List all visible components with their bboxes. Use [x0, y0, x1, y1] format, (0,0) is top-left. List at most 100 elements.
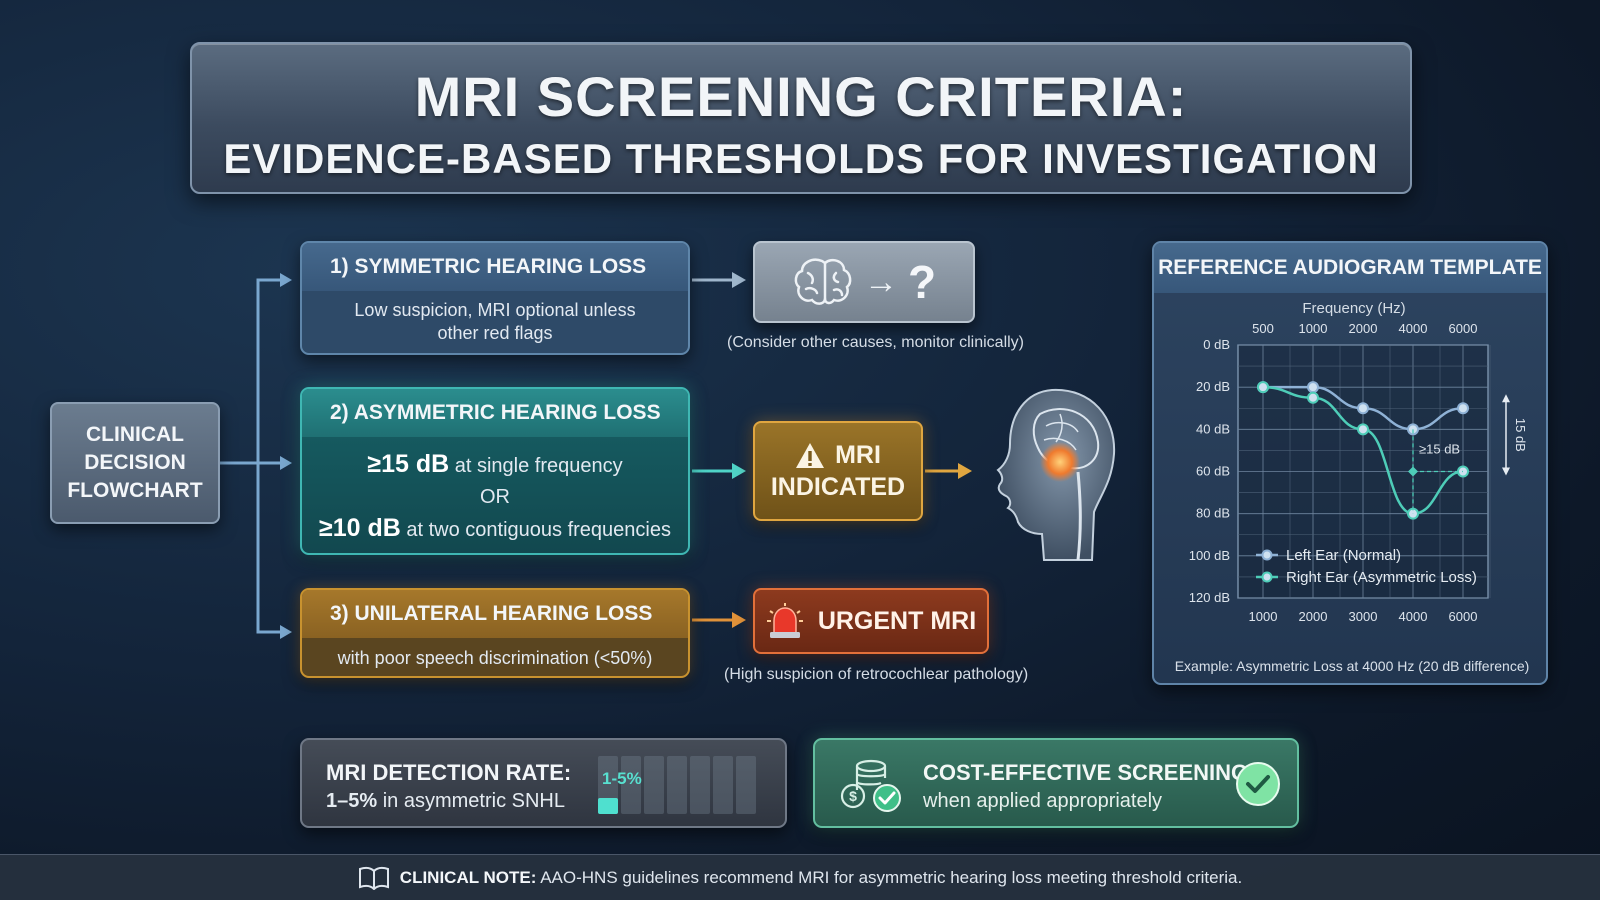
series-point-1 [1357, 423, 1369, 436]
x-tick-label-top: 2000 [1349, 321, 1378, 336]
page-subtitle: EVIDENCE-BASED THRESHOLDS FOR INVESTIGAT… [223, 135, 1379, 182]
arrowhead-symmetric [280, 273, 292, 287]
side-bracket-arrow-top [1502, 394, 1510, 403]
y-tick-label: 80 dB [1196, 506, 1230, 521]
outcome-urgent-caption: (High suspicion of retrocochlear patholo… [724, 666, 1029, 683]
side-bracket-arrow-bottom [1502, 467, 1510, 476]
audiogram-series [1257, 381, 1469, 520]
criterion-description: Low suspicion, MRI optional unless other… [354, 300, 636, 343]
arrowhead-asymmetric [280, 456, 292, 470]
y-tick-label: 100 dB [1189, 548, 1230, 563]
y-tick-label: 0 dB [1203, 337, 1230, 352]
y-tick-label: 60 dB [1196, 464, 1230, 479]
gauge-bar-track [644, 756, 664, 814]
outcome-monitor-caption: (Consider other causes, monitor clinical… [727, 334, 1024, 351]
threshold-connector: OR [480, 486, 510, 508]
connector-start-to-unilateral [256, 463, 288, 634]
title-banner: MRI SCREENING CRITERIA: EVIDENCE-BASED T… [190, 42, 1412, 194]
detection-rate-gauge: 1-5% [598, 756, 756, 814]
x-tick-label-top: 1000 [1299, 321, 1328, 336]
x-tick-label-bottom: 4000 [1399, 609, 1428, 624]
audiogram-example-caption: Example: Asymmetric Loss at 4000 Hz (20 … [1175, 658, 1530, 674]
x-tick-label-bottom: 2000 [1299, 609, 1328, 624]
legend-label: Right Ear (Asymmetric Loss) [1286, 569, 1477, 586]
gap-marker-diamond [1408, 466, 1418, 477]
criterion-asymmetric-card: 2) ASYMMETRIC HEARING LOSS ≥15 dB at sin… [300, 387, 690, 555]
gauge-bar-track [713, 756, 733, 814]
cost-effective-panel: $ COST-EFFECTIVE SCREENING when applied … [813, 738, 1299, 828]
svg-text:$: $ [849, 788, 857, 804]
uncertain-symbol: ? [907, 256, 937, 308]
side-bracket-label: 15 dB [1513, 418, 1528, 452]
x-tick-label-top: 6000 [1449, 321, 1478, 336]
gap-annotation-label: ≥15 dB [1419, 441, 1460, 456]
criterion-unilateral-card: 3) UNILATERAL HEARING LOSS with poor spe… [300, 588, 690, 678]
legend-swatch-point [1261, 549, 1273, 561]
brain-icon [794, 258, 852, 305]
series-point-0 [1407, 423, 1419, 436]
series-point-1 [1257, 381, 1269, 394]
footer-text: AAO-HNS guidelines recommend MRI for asy… [540, 867, 1243, 887]
x-tick-label-top: 4000 [1399, 321, 1428, 336]
book-icon [358, 866, 389, 890]
outcome-label: MRI [835, 441, 881, 469]
arrowhead-unilateral [280, 625, 292, 639]
audiogram-legend: Left Ear (Normal) Right Ear (Asymmetric L… [1256, 547, 1477, 586]
x-tick-label-top: 500 [1252, 321, 1274, 336]
axis-title-frequency: Frequency (Hz) [1302, 300, 1405, 317]
audiogram-chart: Frequency (Hz) 0 dB 20 dB 40 dB 60 dB 80 dB 1… [1175, 300, 1530, 674]
criterion-symmetric-card: 1) SYMMETRIC HEARING LOSS Low suspicion,… [300, 241, 690, 355]
audiogram-grid [1237, 344, 1491, 599]
audiogram-ticks: 0 dB 20 dB 40 dB 60 dB 80 dB 100 dB 120 dB 500 1… [1189, 321, 1478, 624]
warning-icon [796, 442, 825, 468]
y-tick-label: 20 dB [1196, 379, 1230, 394]
legend-swatch-point [1261, 571, 1273, 583]
start-node-line: FLOWCHART [67, 479, 203, 502]
gauge-bar-track [667, 756, 687, 814]
legend-label: Left Ear (Normal) [1286, 547, 1401, 564]
detection-rate-value: 1–5% [326, 790, 378, 812]
outcome-label: URGENT MRI [817, 606, 977, 635]
criterion-heading: 3) UNILATERAL HEARING LOSS [302, 590, 688, 638]
detection-rate-panel: MRI DETECTION RATE: 1–5% in asymmetric S… [300, 738, 787, 828]
gauge-label: 1-5% [602, 769, 642, 788]
threshold-single-frequency: ≥15 dB at single frequency [302, 449, 688, 482]
threshold-value: ≥10 dB [319, 514, 401, 542]
series-point-0 [1357, 402, 1369, 415]
threshold-text: at two contiguous frequencies [406, 519, 671, 541]
x-tick-label-bottom: 1000 [1249, 609, 1278, 624]
audiogram-heading: REFERENCE AUDIOGRAM TEMPLATE [1154, 243, 1546, 293]
threshold-value: ≥15 dB [367, 450, 450, 478]
gauge-bar-track [690, 756, 710, 814]
threshold-contiguous-frequencies: ≥10 dB at two contiguous frequencies [302, 513, 688, 546]
series-point-0 [1457, 402, 1469, 415]
footer-label: CLINICAL NOTE: [399, 867, 537, 887]
criterion-description: with poor speech discrimination (<50%) [337, 648, 653, 668]
y-tick-label: 40 dB [1196, 421, 1230, 436]
head-mri-illustration [996, 388, 1116, 561]
connector-start-to-symmetric [256, 278, 288, 463]
flowchart-start-node: CLINICAL DECISION FLOWCHART [50, 402, 220, 524]
x-tick-label-bottom: 3000 [1349, 609, 1378, 624]
page-title: MRI SCREENING CRITERIA: [414, 65, 1188, 128]
series-point-1 [1307, 391, 1319, 404]
siren-icon [766, 603, 803, 638]
outcome-urgent-mri: URGENT MRI [753, 588, 989, 654]
start-node-line: CLINICAL [86, 423, 184, 446]
footer-note: CLINICAL NOTE: AAO-HNS guidelines recomm… [0, 854, 1600, 900]
y-tick-label: 120 dB [1189, 590, 1230, 605]
detection-rate-text: 1–5% in asymmetric SNHL [326, 790, 565, 813]
arrow-right-icon: → [863, 262, 898, 301]
detection-rate-title: MRI DETECTION RATE: [326, 760, 572, 785]
x-tick-label-bottom: 6000 [1449, 609, 1478, 624]
check-badge-icon [1236, 762, 1280, 806]
audiogram-panel: REFERENCE AUDIOGRAM TEMPLATE Frequency (… [1152, 241, 1548, 685]
gauge-bar-track [736, 756, 756, 814]
cost-effective-subtitle: when applied appropriately [923, 790, 1163, 812]
lesion-highlight [1040, 442, 1080, 482]
cost-effective-title: COST-EFFECTIVE SCREENING [923, 760, 1249, 785]
audiogram-annotations: ≥15 dB 15 dB [1408, 394, 1528, 514]
outcome-label: INDICATED [770, 473, 906, 501]
detection-rate-context: in asymmetric SNHL [382, 790, 565, 812]
